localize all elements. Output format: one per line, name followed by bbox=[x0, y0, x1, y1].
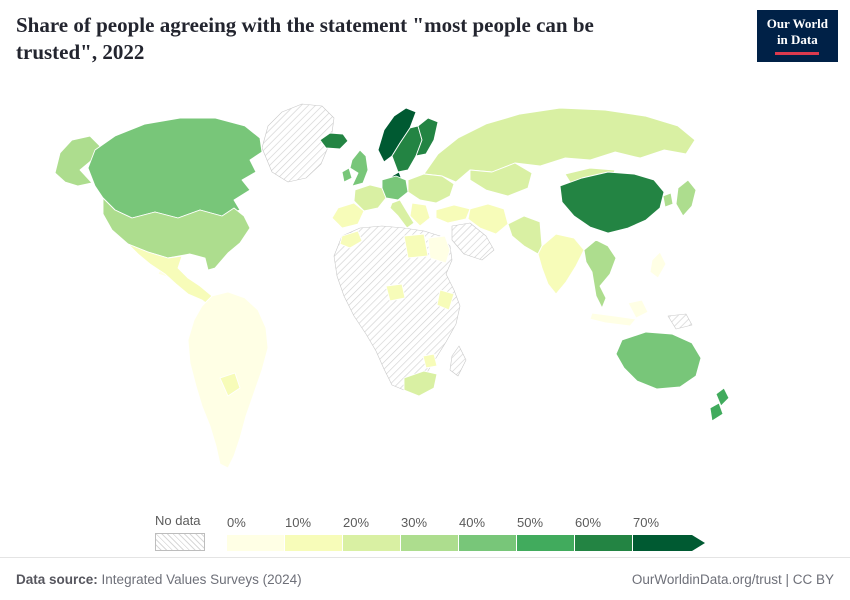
legend-tick-label: 30% bbox=[401, 515, 428, 530]
country-germany[interactable] bbox=[381, 175, 409, 201]
country-greenland[interactable] bbox=[261, 103, 335, 183]
region-east-africa[interactable] bbox=[436, 289, 455, 311]
world-choropleth-map bbox=[54, 103, 730, 469]
owid-logo[interactable]: Our World in Data bbox=[756, 10, 838, 62]
region-africa-no-data[interactable] bbox=[333, 225, 461, 391]
legend-color-bar bbox=[227, 535, 705, 551]
country-madagascar[interactable] bbox=[449, 345, 467, 377]
legend-tick-label: 70% bbox=[633, 515, 660, 530]
no-data-swatch[interactable] bbox=[155, 533, 205, 551]
region-iberia[interactable] bbox=[331, 202, 365, 229]
country-papua-new-guinea[interactable] bbox=[667, 313, 693, 330]
world-map-container bbox=[0, 88, 850, 508]
region-eastern-europe[interactable] bbox=[407, 173, 455, 204]
country-australia[interactable] bbox=[615, 331, 702, 390]
country-south-africa[interactable] bbox=[403, 370, 438, 397]
owid-link[interactable]: OurWorldinData.org/trust | CC BY bbox=[631, 571, 834, 587]
owid-logo-accent bbox=[775, 51, 820, 55]
country-russia[interactable] bbox=[423, 107, 696, 183]
legend-color-segment[interactable] bbox=[343, 535, 401, 551]
country-france[interactable] bbox=[353, 184, 387, 212]
country-japan[interactable] bbox=[675, 179, 697, 217]
country-indonesia-borneo[interactable] bbox=[627, 299, 649, 319]
country-libya[interactable] bbox=[403, 233, 429, 259]
legend-scale: 0% 10% 20% 30% 40% 50% 60% 70% bbox=[227, 515, 705, 551]
country-china[interactable] bbox=[559, 171, 665, 234]
data-source-label: Data source: bbox=[16, 571, 98, 587]
region-southeast-asia[interactable] bbox=[583, 239, 617, 309]
legend-color-segment[interactable] bbox=[459, 535, 517, 551]
country-norway[interactable] bbox=[377, 107, 417, 163]
country-iran[interactable] bbox=[467, 203, 509, 235]
country-new-zealand-north[interactable] bbox=[715, 387, 730, 407]
legend-tick-labels: 0% 10% 20% 30% 40% 50% 60% 70% bbox=[227, 515, 705, 530]
legend-color-segment[interactable] bbox=[575, 535, 633, 551]
owid-logo-line2: in Data bbox=[776, 32, 818, 48]
owid-logo-line1: Our World bbox=[766, 16, 828, 31]
footer: Data source: Integrated Values Surveys (… bbox=[0, 557, 850, 600]
country-iceland[interactable] bbox=[319, 132, 349, 150]
country-italy[interactable] bbox=[389, 199, 415, 229]
country-egypt[interactable] bbox=[427, 235, 451, 264]
country-finland[interactable] bbox=[415, 117, 439, 157]
legend-color-segment[interactable] bbox=[227, 535, 285, 551]
country-morocco[interactable] bbox=[339, 230, 363, 249]
country-indonesia[interactable] bbox=[589, 312, 637, 327]
country-philippines[interactable] bbox=[649, 251, 667, 279]
no-data-label: No data bbox=[155, 513, 201, 528]
country-central-asia[interactable] bbox=[469, 162, 533, 197]
legend-color-segment[interactable] bbox=[401, 535, 459, 551]
region-pakistan-afghanistan[interactable] bbox=[507, 215, 543, 255]
header: Share of people agreeing with the statem… bbox=[16, 12, 666, 67]
legend-tick-label: 40% bbox=[459, 515, 486, 530]
legend-color-segment[interactable] bbox=[285, 535, 343, 551]
country-united-kingdom[interactable] bbox=[349, 149, 369, 187]
legend-no-data: No data bbox=[155, 513, 205, 551]
country-india[interactable] bbox=[537, 233, 585, 295]
legend-tick-label: 20% bbox=[343, 515, 370, 530]
country-south-korea[interactable] bbox=[662, 192, 674, 208]
legend-color-segment[interactable] bbox=[517, 535, 575, 551]
region-balkans[interactable] bbox=[409, 202, 431, 227]
country-nigeria[interactable] bbox=[385, 283, 406, 302]
data-source: Data source: Integrated Values Surveys (… bbox=[16, 572, 302, 587]
legend-tick-label: 0% bbox=[227, 515, 246, 530]
legend-tick-label: 50% bbox=[517, 515, 544, 530]
country-new-zealand-south[interactable] bbox=[709, 402, 724, 422]
data-source-value: Integrated Values Surveys (2024) bbox=[101, 571, 302, 587]
page-title: Share of people agreeing with the statem… bbox=[16, 13, 594, 65]
country-canada[interactable] bbox=[87, 117, 263, 219]
legend-tick-label: 60% bbox=[575, 515, 602, 530]
country-bolivia[interactable] bbox=[219, 372, 241, 397]
legend-tick-label: 10% bbox=[285, 515, 312, 530]
country-turkey[interactable] bbox=[435, 204, 471, 224]
country-ireland[interactable] bbox=[341, 167, 353, 183]
map-legend: No data 0% 10% 20% 30% 40% 50% 60% 70% bbox=[155, 513, 705, 551]
country-arabian-peninsula[interactable] bbox=[451, 222, 495, 261]
legend-color-segment[interactable] bbox=[633, 535, 705, 551]
country-zimbabwe[interactable] bbox=[422, 353, 438, 369]
